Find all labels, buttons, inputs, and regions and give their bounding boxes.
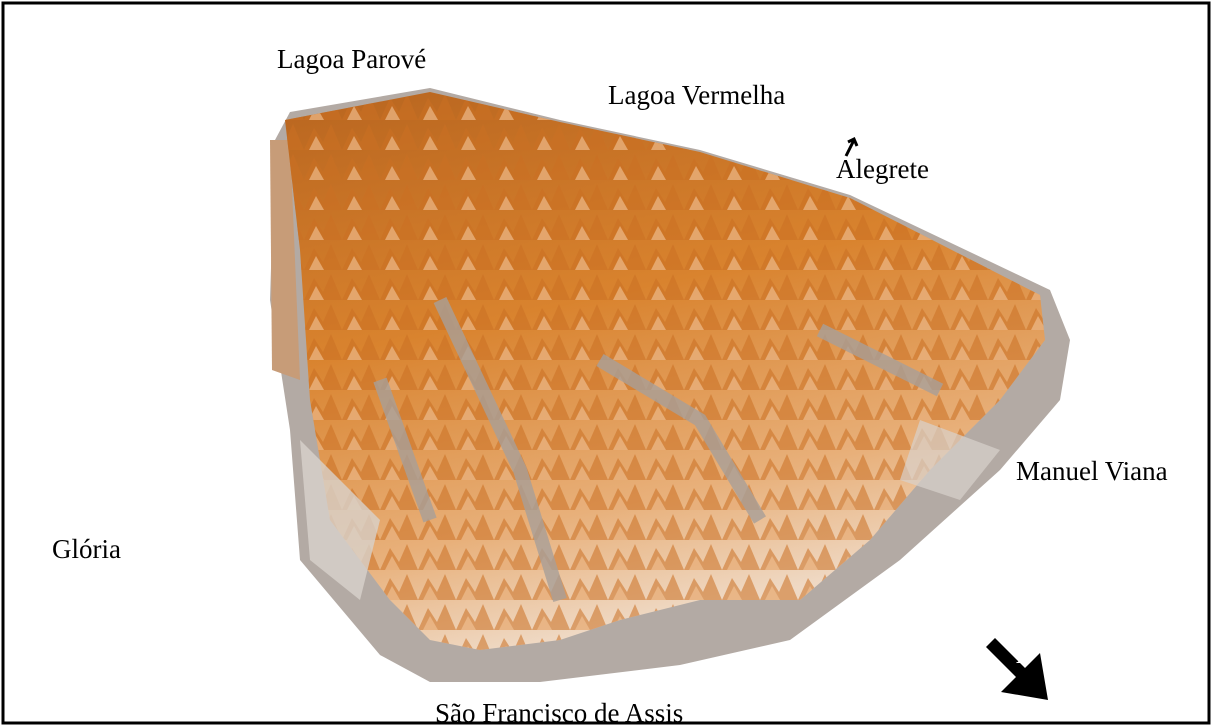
place-label: Glória xyxy=(52,534,121,564)
place-label: Alegrete xyxy=(836,154,929,184)
north-label: N xyxy=(1016,643,1032,668)
place-label: Manuel Viana xyxy=(1016,456,1168,486)
place-label: Lagoa Parové xyxy=(277,44,426,74)
place-label: São Francisco de Assis xyxy=(435,698,683,727)
terrain xyxy=(270,88,1070,682)
north-arrow: N xyxy=(986,638,1048,700)
arrow xyxy=(844,136,859,157)
place-label: Lagoa Vermelha xyxy=(608,80,785,110)
